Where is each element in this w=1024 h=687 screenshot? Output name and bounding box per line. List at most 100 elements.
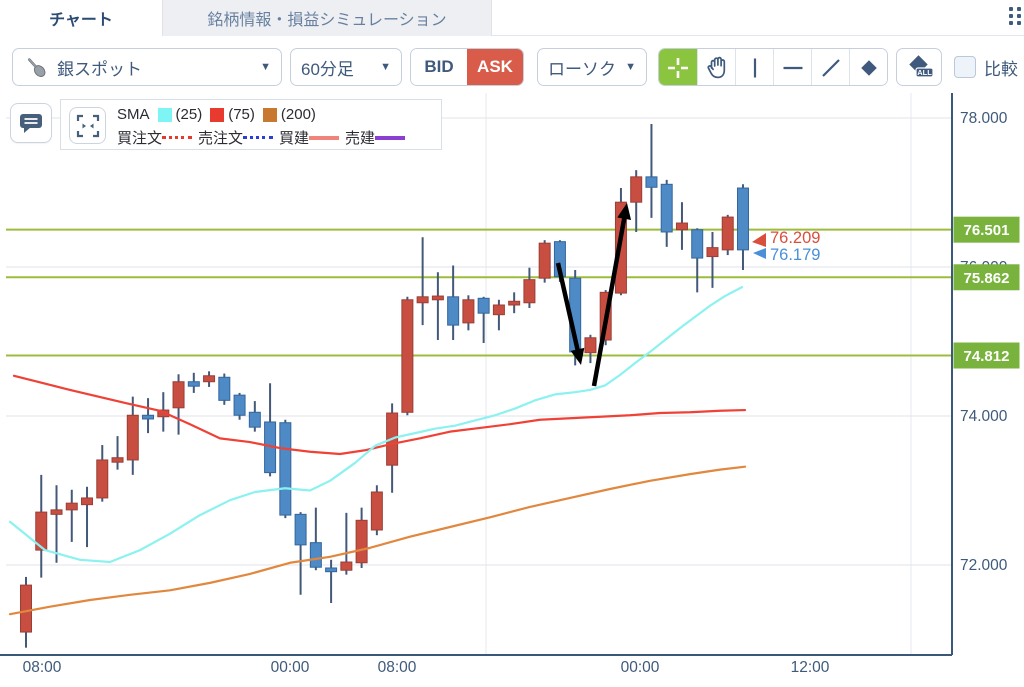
- candle-body: [126, 414, 139, 461]
- price-level-badge: [953, 264, 1020, 291]
- chart-type-select[interactable]: ローソク ▼: [537, 48, 647, 86]
- comment-button[interactable]: [10, 103, 52, 143]
- timeframe-label: 60分足: [301, 59, 354, 79]
- chart-area[interactable]: 78.00076.00074.00072.00008:0000:0008:000…: [0, 87, 1024, 687]
- dot-column: [1009, 7, 1013, 29]
- candle-body: [111, 457, 124, 463]
- sma25-swatch: [157, 107, 172, 122]
- candle-body: [370, 491, 383, 531]
- candle-body: [65, 502, 78, 511]
- fit-scale-icon: [76, 114, 99, 137]
- x-axis-label: 08:00: [23, 659, 62, 676]
- sma75-swatch: [210, 107, 225, 122]
- ask-price-label: 76.209: [770, 229, 820, 247]
- svg-text:ALL: ALL: [917, 68, 932, 77]
- candle-body: [645, 176, 658, 188]
- candle-body: [50, 509, 63, 515]
- x-axis-label: 08:00: [378, 659, 417, 676]
- sell-order-line-swatch: [243, 136, 274, 139]
- chart-legend: SMA (25) (75) (200) 買注文 売注文 買建 売建: [60, 99, 442, 150]
- candle-body: [340, 561, 353, 571]
- long-position-line-swatch: [309, 135, 340, 140]
- price-level-badge: [953, 342, 1020, 369]
- tab-bar: チャート 銘柄情報・損益シミュレーション: [0, 0, 1024, 36]
- candle-body: [203, 375, 216, 383]
- candle-body: [492, 304, 505, 316]
- y-axis-label: 74.000: [960, 408, 1008, 425]
- legend-orders-row: 買注文 売注文 買建 売建: [117, 126, 411, 149]
- eraser-tool-button[interactable]: [849, 49, 887, 85]
- drawn-arrow-line[interactable]: [555, 262, 581, 354]
- horizontal-line-tool-button[interactable]: [773, 49, 811, 85]
- sma-label: SMA: [117, 106, 150, 123]
- candle-body: [431, 295, 444, 301]
- sma-25-line: [8, 286, 744, 564]
- tab-symbol-info-simulation[interactable]: 銘柄情報・損益シミュレーション: [162, 0, 492, 36]
- short-position-label: 売建: [345, 130, 376, 147]
- candle-body: [477, 297, 490, 314]
- eraser-all-icon: ALL: [909, 55, 934, 78]
- hand-tool-button[interactable]: [697, 49, 735, 85]
- ask-button[interactable]: ASK: [467, 49, 523, 85]
- candle-body: [401, 299, 414, 413]
- candle-body: [660, 183, 673, 233]
- sma-200-line: [8, 465, 747, 616]
- drawn-arrow-head[interactable]: [617, 203, 632, 220]
- buy-order-label: 買注文: [117, 130, 163, 147]
- candle-body: [584, 337, 597, 354]
- price-level-badge-label: 76.501: [964, 222, 1010, 239]
- crosshair-tool-button[interactable]: [659, 49, 697, 85]
- speech-bubble-icon: [20, 114, 42, 133]
- vertical-line-tool-button[interactable]: [735, 49, 773, 85]
- chevron-down-icon: ▼: [260, 61, 271, 73]
- short-position-line-swatch: [375, 135, 406, 140]
- drawn-arrow-line[interactable]: [591, 214, 628, 387]
- candle-body: [172, 381, 185, 409]
- candle-body: [325, 567, 338, 573]
- timeframe-select[interactable]: 60分足 ▼: [290, 48, 402, 86]
- drawing-tool-group: [658, 48, 888, 86]
- tab-chart[interactable]: チャート: [0, 0, 162, 36]
- y-axis-label: 72.000: [960, 557, 1008, 574]
- crosshair-icon: [668, 58, 688, 78]
- bid-button[interactable]: BID: [411, 49, 467, 85]
- candle-body: [35, 511, 48, 551]
- candle-body: [355, 519, 368, 564]
- candle-body: [721, 216, 734, 251]
- sma200-label: (200): [280, 106, 316, 123]
- compare-label: 比較: [984, 59, 1018, 79]
- candle-body: [462, 299, 475, 324]
- menu-dots-icon[interactable]: [1009, 7, 1024, 29]
- sma75-label: (75): [228, 106, 255, 123]
- candle-body: [309, 542, 322, 568]
- long-position-label: 買建: [279, 130, 310, 147]
- candle-body: [630, 176, 643, 203]
- sma200-swatch: [262, 107, 277, 122]
- candle-body: [691, 229, 704, 259]
- candle-body: [736, 187, 749, 251]
- legend-sma-row: SMA (25) (75) (200): [117, 103, 411, 126]
- candlestick-chart[interactable]: 78.00076.00074.00072.00008:0000:0008:000…: [0, 87, 1024, 687]
- chart-toolbar: 銀スポット ▼ 60分足 ▼ BID ASK ローソク ▼: [0, 45, 1024, 89]
- ask-price-marker-icon: [752, 233, 766, 247]
- eraser-all-button[interactable]: ALL: [896, 48, 942, 86]
- sma25-label: (25): [175, 106, 203, 123]
- sell-order-label: 売注文: [198, 130, 244, 147]
- trend-line-tool-button[interactable]: [811, 49, 849, 85]
- hand-icon: [706, 56, 725, 79]
- candle-body: [233, 394, 246, 416]
- instrument-label: 銀スポット: [57, 59, 142, 79]
- eraser-icon: [860, 60, 877, 76]
- drawn-arrow-head[interactable]: [570, 347, 585, 365]
- price-level-badge: [953, 216, 1020, 243]
- expand-button[interactable]: [69, 107, 106, 144]
- price-level-badge-label: 74.812: [964, 348, 1010, 365]
- instrument-select[interactable]: 銀スポット ▼: [12, 48, 282, 86]
- candle-body: [447, 296, 460, 326]
- candle-body: [706, 247, 719, 258]
- compare-checkbox[interactable]: [954, 56, 976, 78]
- candle-body: [279, 422, 292, 516]
- candle-body: [81, 497, 94, 506]
- candle-body: [508, 300, 521, 306]
- candle-body: [96, 459, 109, 499]
